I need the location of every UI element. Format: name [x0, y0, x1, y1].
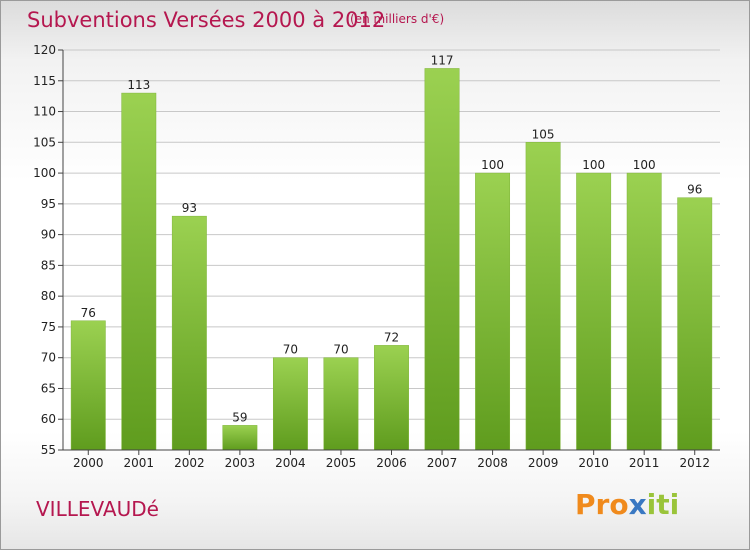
data-label-2001: 113	[127, 78, 150, 92]
x-tick-label-2005: 2005	[326, 456, 357, 470]
x-tick-label-2002: 2002	[174, 456, 205, 470]
data-label-2009: 105	[532, 127, 555, 141]
bar-2005	[323, 357, 359, 451]
y-tick-label: 70	[41, 351, 56, 365]
y-tick-label: 115	[33, 74, 56, 88]
y-tick-label: 110	[33, 105, 56, 119]
bar-2012	[677, 197, 713, 451]
data-label-2008: 100	[481, 158, 504, 172]
x-tick-label-2012: 2012	[679, 456, 710, 470]
bar-2002	[171, 215, 207, 451]
bar-2011	[626, 172, 662, 451]
bar-2010	[576, 172, 612, 451]
x-tick-label-2001: 2001	[124, 456, 155, 470]
y-tick-label: 90	[41, 228, 56, 242]
x-tick-label-2010: 2010	[578, 456, 609, 470]
data-label-2010: 100	[582, 158, 605, 172]
data-label-2007: 117	[431, 53, 454, 67]
proxiti-logo: Proxiti	[575, 488, 679, 521]
bar-2008	[475, 172, 511, 451]
y-tick-label: 85	[41, 258, 56, 272]
data-label-2005: 70	[333, 343, 348, 357]
axes	[58, 49, 720, 455]
x-tick-label-2007: 2007	[427, 456, 458, 470]
bar-2004	[272, 357, 308, 451]
y-tick-label: 100	[33, 166, 56, 180]
x-tick-label-2009: 2009	[528, 456, 559, 470]
bar-2003	[222, 425, 258, 451]
x-tick-label-2008: 2008	[477, 456, 508, 470]
data-label-2003: 59	[232, 410, 247, 424]
x-tick-label-2004: 2004	[275, 456, 306, 470]
x-tick-label-2003: 2003	[225, 456, 256, 470]
x-tick-label-2011: 2011	[629, 456, 660, 470]
data-label-2004: 70	[283, 343, 298, 357]
labels: 55 60 65 70 75 80 85 90 95 100 105 110 115 120 76 2000 1…	[33, 43, 710, 470]
commune-name: VILLEVAUDé	[36, 497, 159, 521]
chart-subtitle: (en milliers d'€)	[350, 12, 445, 26]
x-tick-label-2000: 2000	[73, 456, 104, 470]
y-tick-label: 80	[41, 289, 56, 303]
bar-2009	[525, 142, 561, 451]
bar-2007	[424, 68, 460, 451]
logo-part-3: iti	[646, 488, 680, 521]
x-tick-label-2006: 2006	[376, 456, 407, 470]
data-label-2011: 100	[633, 158, 656, 172]
bar-2001	[121, 92, 157, 451]
y-tick-label: 105	[33, 135, 56, 149]
logo-part-1: Pro	[575, 488, 629, 521]
y-tick-label: 95	[41, 197, 56, 211]
bars	[70, 68, 713, 451]
bar-2006	[374, 345, 409, 451]
data-label-2000: 76	[81, 306, 96, 320]
y-tick-label: 75	[41, 320, 56, 334]
y-tick-label: 55	[41, 443, 56, 457]
data-label-2006: 72	[384, 330, 399, 344]
y-tick-label: 60	[41, 412, 56, 426]
data-label-2012: 96	[687, 183, 702, 197]
y-tick-label: 120	[33, 43, 56, 57]
chart-title: Subventions Versées 2000 à 2012	[27, 8, 386, 32]
data-label-2002: 93	[182, 201, 197, 215]
bar-2000	[70, 320, 106, 451]
logo-part-2: x	[628, 488, 647, 521]
y-tick-label: 65	[41, 381, 56, 395]
